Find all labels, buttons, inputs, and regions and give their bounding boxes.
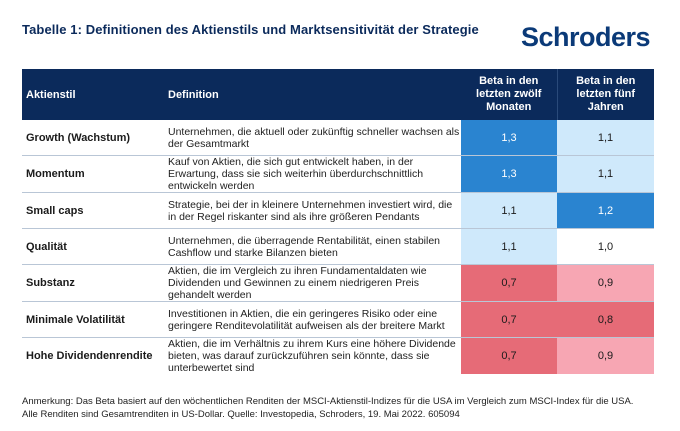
row-beta-5y: 1,2 <box>557 192 654 229</box>
row-definition: Investitionen in Aktien, die ein geringe… <box>164 301 461 338</box>
row-beta-5y: 1,1 <box>557 120 654 156</box>
table-row: Substanz Aktien, die im Vergleich zu ihr… <box>22 264 654 302</box>
row-beta-5y: 1,1 <box>557 155 654 193</box>
header-beta-5-years: Beta in den letzten fünf Jahren <box>557 69 654 120</box>
row-beta-12m: 1,1 <box>461 228 557 265</box>
row-definition: Unternehmen, die überragende Rentabilitä… <box>164 228 461 265</box>
schroders-logo: Schroders <box>520 22 651 52</box>
row-style: Small caps <box>22 192 164 229</box>
header-beta5-line2: letzten fünf <box>576 88 636 100</box>
row-style: Substanz <box>22 264 164 302</box>
row-beta-5y: 0,9 <box>557 337 654 374</box>
table-header-row: Aktienstil Definition Beta in den letzte… <box>22 69 654 120</box>
row-beta-12m: 1,1 <box>461 192 557 229</box>
row-definition: Aktien, die im Verhältnis zu ihrem Kurs … <box>168 338 456 374</box>
footnote: Anmerkung: Das Beta basiert auf den wöch… <box>22 395 662 421</box>
row-definition: Kauf von Aktien, die sich gut entwickelt… <box>164 155 461 193</box>
header-style: Aktienstil <box>22 69 164 120</box>
row-style: Qualität <box>22 228 164 265</box>
row-beta-5y: 0,9 <box>557 264 654 302</box>
row-beta-12m: 1,3 <box>461 155 557 193</box>
row-style: Momentum <box>22 155 164 193</box>
row-beta-12m: 0,7 <box>461 337 557 374</box>
header-beta12-line1: Beta in den <box>479 75 539 87</box>
header-definition: Definition <box>164 69 461 120</box>
table-row: Qualität Unternehmen, die überragende Re… <box>22 228 654 265</box>
row-beta-5y: 0,8 <box>557 301 654 338</box>
table-row: Growth (Wachstum) Unternehmen, die aktue… <box>22 120 654 156</box>
header-beta5-line1: Beta in den <box>576 75 636 87</box>
row-definition: Strategie, bei der in kleinere Unternehm… <box>164 192 461 229</box>
table-row: Momentum Kauf von Aktien, die sich gut e… <box>22 155 654 193</box>
header-beta5-line3: Jahren <box>587 101 624 113</box>
row-style: Minimale Volatilität <box>22 301 164 338</box>
footnote-line-2: Alle Renditen sind Gesamtrenditen in US-… <box>22 409 460 420</box>
header-beta-12-months: Beta in den letzten zwölf Monaten <box>461 69 558 120</box>
beta-table: Aktienstil Definition Beta in den letzte… <box>22 69 654 374</box>
table-title: Tabelle 1: Definitionen des Aktienstils … <box>22 22 479 37</box>
row-style: Growth (Wachstum) <box>22 120 164 156</box>
table-row: Hohe Dividendenrendite Aktien, die im Ve… <box>22 337 654 374</box>
row-style: Hohe Dividendenrendite <box>26 350 153 362</box>
row-beta-5y: 1,0 <box>557 228 654 265</box>
row-definition: Aktien, die im Vergleich zu ihren Fundam… <box>164 264 461 302</box>
header-beta12-line2: letzten zwölf <box>476 88 542 100</box>
row-beta-12m: 1,3 <box>461 120 557 156</box>
row-definition: Unternehmen, die aktuell oder zukünftig … <box>164 120 461 156</box>
row-beta-12m: 0,7 <box>461 301 557 338</box>
header-beta12-line3: Monaten <box>486 101 532 113</box>
table-row: Minimale Volatilität Investitionen in Ak… <box>22 301 654 338</box>
row-beta-12m: 0,7 <box>461 264 557 302</box>
table-row: Small caps Strategie, bei der in kleiner… <box>22 192 654 229</box>
footnote-line-1: Anmerkung: Das Beta basiert auf den wöch… <box>22 396 634 407</box>
